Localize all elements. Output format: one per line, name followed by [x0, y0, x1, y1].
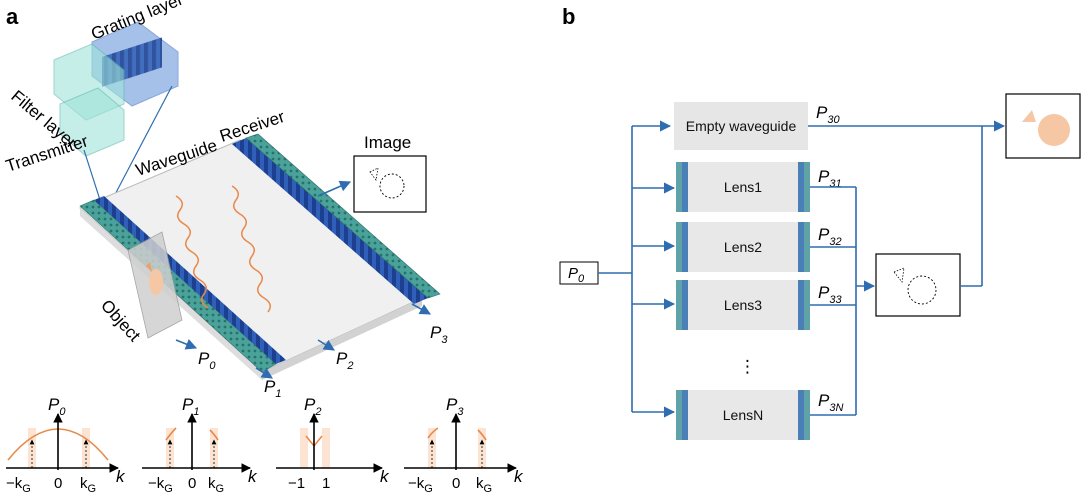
image-box [353, 155, 427, 213]
object-plate [127, 231, 183, 339]
spectrum-p3-xlabel: k [514, 467, 524, 486]
p2-arrow [317, 339, 335, 351]
spectrum-p0 [6, 413, 119, 473]
input-p0-label: P0 [568, 265, 585, 285]
p3-arrow [411, 303, 431, 315]
filter-layer-inset [53, 43, 125, 157]
lensN-label: LensN [723, 407, 763, 423]
lens2-output-label: P32 [818, 225, 842, 248]
object-label: Object [97, 296, 144, 345]
inset-leader-line [109, 85, 173, 205]
port-p2-label: P2 [336, 349, 353, 372]
spectrum-p3 [404, 413, 517, 473]
transmitter-strip [79, 196, 286, 373]
lens1-box [676, 162, 810, 212]
lens3-box [676, 280, 810, 330]
empty-output-label: P30 [816, 103, 840, 126]
spectrum-p0-tick-neg: −kG [6, 475, 31, 495]
spectrum-p2-ylabel: P2 [304, 395, 321, 418]
wave-1 [175, 195, 209, 309]
lens3-output-label: P33 [818, 283, 842, 306]
lens2-label: Lens2 [724, 239, 762, 255]
spectrum-p2-tick-pos: 1 [322, 475, 330, 492]
spectrum-p2-xlabel: k [380, 467, 390, 486]
lens3-label: Lens3 [724, 297, 762, 313]
spectrum-p2-tick-neg: −1 [288, 475, 305, 492]
spectrum-p3-ylabel: P3 [446, 395, 464, 418]
spectrum-p0-tick-zero: 0 [54, 475, 62, 492]
empty-waveguide-box [674, 102, 808, 150]
wave-2 [231, 185, 271, 313]
lens1-label: Lens1 [724, 179, 762, 195]
image-arrow [317, 180, 352, 197]
panel-letter-b: b [562, 4, 575, 29]
inset-leader-line [83, 149, 101, 201]
lensN-box [676, 390, 810, 440]
spectrum-p0-tick-pos: kG [80, 475, 96, 495]
port-p1-label: P1 [264, 377, 281, 400]
lensN-output-label: P3N [818, 391, 843, 414]
spectrum-p1-tick-pos: kG [208, 475, 224, 495]
port-p3-label: P3 [430, 323, 448, 346]
receiver-strip [232, 133, 441, 304]
panel-letter-a: a [6, 4, 19, 29]
spectrum-p3-tick-neg: −kG [408, 475, 433, 495]
spectrum-p2 [276, 413, 383, 473]
spectrum-p1-tick-zero: 0 [188, 475, 196, 492]
empty-waveguide-label: Empty waveguide [686, 118, 797, 134]
spectrum-p0-xlabel: k [116, 467, 126, 486]
transmitter-label: Transmitter [3, 131, 90, 176]
port-p0-label: P0 [198, 349, 216, 372]
spectrum-p1-ylabel: P1 [182, 395, 199, 418]
image-label: Image [364, 133, 411, 152]
spectrum-p0-ylabel: P0 [48, 395, 66, 418]
p1-arrow [255, 367, 273, 379]
lens2-box [676, 222, 810, 272]
spectrum-p3-tick-zero: 0 [452, 475, 460, 492]
lens-ellipsis: ⋮ [739, 357, 756, 376]
spectrum-p1-xlabel: k [248, 467, 258, 486]
spectrum-p1-tick-neg: −kG [148, 475, 173, 495]
p0-arrow [175, 339, 198, 350]
spectrum-p3-tick-pos: kG [476, 475, 492, 495]
spectrum-p1 [142, 413, 251, 473]
intermediate-image-box [875, 253, 961, 317]
final-image-box [1005, 93, 1081, 159]
